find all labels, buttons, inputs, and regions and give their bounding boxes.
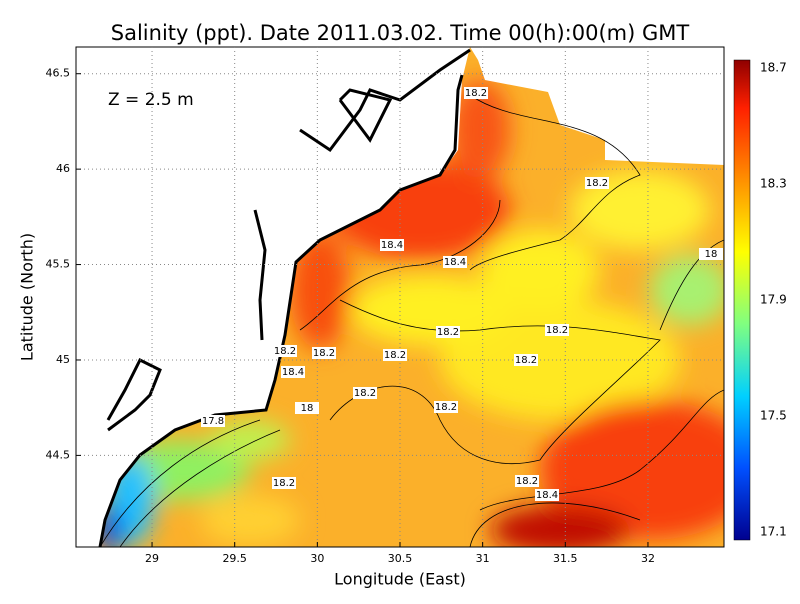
x-tick-label: 31.5	[553, 552, 578, 565]
contour-label: 18.2	[435, 402, 457, 413]
colorbar-tick-label: 18.3	[760, 177, 787, 191]
x-tick-label: 29	[145, 552, 159, 565]
contour-label-box	[434, 401, 458, 413]
contour-label: 18.4	[381, 240, 403, 251]
contour-label-box	[312, 347, 336, 359]
contour-label-box	[436, 326, 460, 338]
y-axis-label: Latitude (North)	[18, 233, 37, 361]
contour-label-box	[535, 489, 559, 501]
contour-label: 18.2	[546, 325, 568, 336]
y-tick-label: 46.5	[46, 67, 71, 80]
x-tick-label: 29.5	[222, 552, 247, 565]
salinity-field	[76, 47, 724, 547]
contour-label-box	[585, 177, 609, 189]
contour-label: 18.2	[465, 88, 487, 99]
contour-label: 18.4	[536, 490, 558, 501]
contour-label: 18.2	[515, 355, 537, 366]
contour-label: 18.2	[354, 388, 376, 399]
colorbar	[733, 59, 751, 541]
contour-label: 18.2	[586, 178, 608, 189]
contour-label: 18.4	[282, 367, 304, 378]
contour-label: 18.2	[274, 346, 296, 357]
x-tick-label: 30.5	[388, 552, 413, 565]
contour-label-box	[545, 324, 569, 336]
depth-label: Z = 2.5 m	[108, 90, 194, 110]
contour-label-box	[464, 87, 488, 99]
contour-label-box	[273, 345, 297, 357]
contour-label-box	[515, 475, 539, 487]
contour-label: 18	[301, 403, 314, 414]
contour-label-box	[699, 248, 723, 260]
contour-label: 18.2	[437, 327, 459, 338]
colorbar-tick-label: 18.7	[760, 61, 787, 75]
contour-label: 18.2	[313, 348, 335, 359]
colorbar-tick-label: 17.5	[760, 408, 787, 422]
colorbar-tick-label: 17.9	[760, 293, 787, 307]
contour-label: 18.2	[273, 478, 295, 489]
contour-label-box	[295, 402, 319, 414]
contour-label-box	[353, 387, 377, 399]
contour-label-box	[443, 256, 467, 268]
x-tick-label: 30	[310, 552, 324, 565]
contour-label-box	[514, 354, 538, 366]
x-tick-label: 32	[641, 552, 655, 565]
y-tick-label: 45.5	[46, 258, 71, 271]
contour-label: 18.2	[516, 476, 538, 487]
contour-label-box	[201, 415, 225, 427]
contour-label: 18.4	[444, 257, 466, 268]
contour-label: 18.2	[384, 350, 406, 361]
contour-label-box	[383, 349, 407, 361]
y-tick-label: 45	[56, 353, 70, 366]
contour-label-box	[281, 366, 305, 378]
contour-label-box	[272, 477, 296, 489]
x-axis-label: Longitude (East)	[334, 570, 466, 589]
contour-label: 18	[705, 249, 718, 260]
title: Salinity (ppt). Date 2011.03.02. Time 00…	[111, 21, 690, 45]
y-tick-label: 46	[56, 162, 70, 175]
y-tick-label: 44.5	[46, 448, 71, 461]
contour-label-box	[380, 239, 404, 251]
contour-label: 17.8	[202, 416, 224, 427]
x-tick-label: 31	[476, 552, 490, 565]
colorbar-tick-label: 17.1	[760, 524, 787, 538]
